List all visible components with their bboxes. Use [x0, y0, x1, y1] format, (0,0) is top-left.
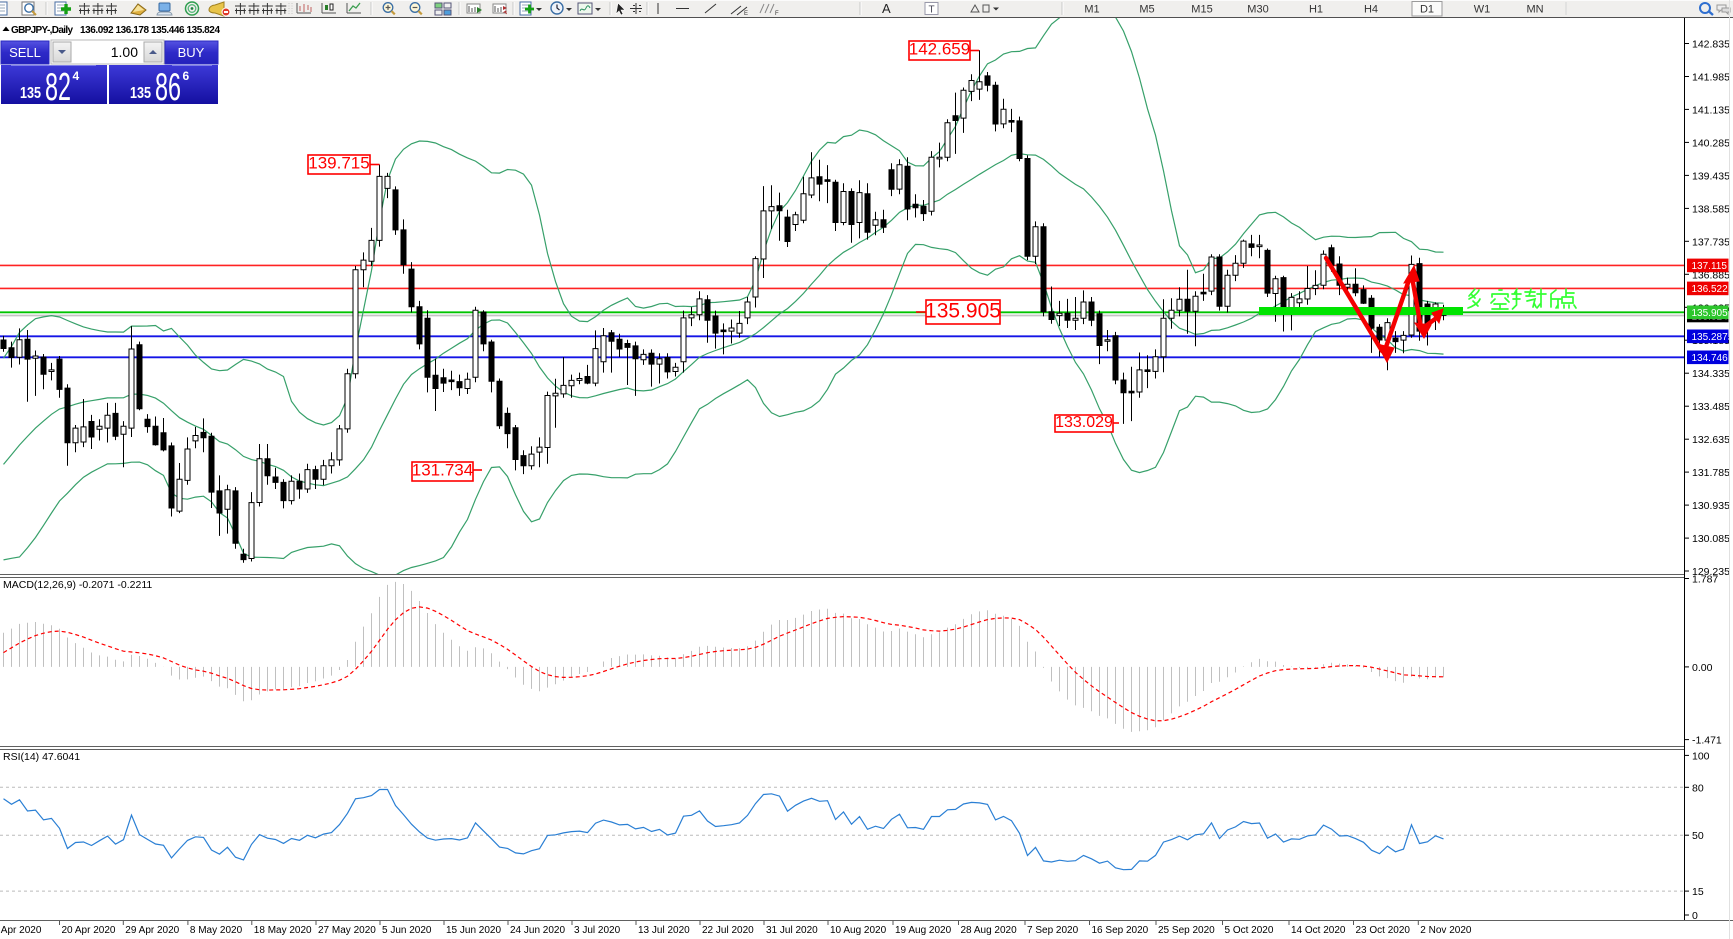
svg-text:13 Jul 2020: 13 Jul 2020 [638, 925, 690, 936]
svg-text:135: 135 [20, 85, 41, 102]
svg-text:F: F [775, 11, 779, 17]
svg-text:130.935: 130.935 [1692, 500, 1730, 512]
svg-text:142.835: 142.835 [1692, 39, 1730, 51]
svg-text:31 Jul 2020: 31 Jul 2020 [766, 925, 818, 936]
svg-text:H1: H1 [1309, 4, 1323, 16]
svg-text:86: 86 [155, 66, 181, 109]
svg-text:18 May 2020: 18 May 2020 [254, 925, 312, 936]
svg-text:133.485: 133.485 [1692, 401, 1730, 413]
svg-text:3 Jul 2020: 3 Jul 2020 [574, 925, 621, 936]
svg-text:2 Nov 2020: 2 Nov 2020 [1420, 925, 1472, 936]
svg-text:27 May 2020: 27 May 2020 [318, 925, 376, 936]
svg-text:M5: M5 [1139, 4, 1154, 16]
svg-text:GBPJPY-,Daily: GBPJPY-,Daily [11, 25, 73, 36]
svg-text:M1: M1 [1084, 4, 1099, 16]
svg-text:4: 4 [73, 69, 80, 83]
svg-text:8 May 2020: 8 May 2020 [190, 925, 243, 936]
svg-text:135: 135 [130, 85, 151, 102]
svg-text:15: 15 [1692, 886, 1704, 898]
svg-text:5 Oct 2020: 5 Oct 2020 [1225, 925, 1274, 936]
svg-text:RSI(14) 47.6041: RSI(14) 47.6041 [3, 751, 80, 763]
svg-text:15 Jun 2020: 15 Jun 2020 [446, 925, 501, 936]
svg-text:138.585: 138.585 [1692, 203, 1730, 215]
svg-text:139.715: 139.715 [308, 154, 369, 173]
svg-text:M30: M30 [1247, 4, 1268, 16]
svg-text:137.115: 137.115 [1692, 261, 1728, 272]
svg-text:140.285: 140.285 [1692, 137, 1730, 149]
svg-text:135.905: 135.905 [1692, 308, 1729, 319]
svg-text:M15: M15 [1191, 4, 1212, 16]
svg-text:BUY: BUY [178, 45, 205, 60]
svg-text:0: 0 [1692, 910, 1698, 922]
svg-text:7 Sep 2020: 7 Sep 2020 [1027, 925, 1079, 936]
svg-text:133.029: 133.029 [1055, 414, 1113, 431]
svg-text:82: 82 [45, 66, 71, 109]
svg-text:19 Aug 2020: 19 Aug 2020 [895, 925, 952, 936]
svg-text:136.092 136.178 135.446 135.82: 136.092 136.178 135.446 135.824 [80, 25, 220, 36]
svg-text:129.235: 129.235 [1692, 566, 1730, 578]
svg-text:6: 6 [183, 69, 190, 83]
svg-text:25 Sep 2020: 25 Sep 2020 [1158, 925, 1215, 936]
svg-text:5 Jun 2020: 5 Jun 2020 [382, 925, 432, 936]
svg-text:131.734: 131.734 [412, 461, 473, 480]
svg-text:139.435: 139.435 [1692, 170, 1730, 182]
svg-text:29 Apr 2020: 29 Apr 2020 [125, 925, 179, 936]
svg-text:132.635: 132.635 [1692, 434, 1730, 446]
svg-text:0.00: 0.00 [1692, 662, 1713, 674]
svg-text:141.135: 141.135 [1692, 104, 1730, 116]
svg-text:E: E [744, 11, 748, 17]
svg-text:131.785: 131.785 [1692, 467, 1730, 479]
svg-text:W1: W1 [1474, 4, 1491, 16]
svg-text:135.287: 135.287 [1692, 332, 1729, 343]
svg-text:23 Oct 2020: 23 Oct 2020 [1356, 925, 1411, 936]
svg-text:137.735: 137.735 [1692, 236, 1730, 248]
svg-text:136.885: 136.885 [1692, 269, 1730, 281]
svg-text:22 Jul 2020: 22 Jul 2020 [702, 925, 754, 936]
svg-text:A: A [882, 1, 891, 16]
svg-text:MACD(12,26,9) -0.2071 -0.2211: MACD(12,26,9) -0.2071 -0.2211 [3, 579, 152, 591]
svg-text:1.787: 1.787 [1692, 574, 1718, 586]
svg-text:100: 100 [1692, 750, 1710, 762]
svg-text:80: 80 [1692, 782, 1704, 794]
svg-text:16 Sep 2020: 16 Sep 2020 [1092, 925, 1149, 936]
svg-text:135.905: 135.905 [925, 299, 1001, 322]
svg-text:20 Apr 2020: 20 Apr 2020 [62, 925, 116, 936]
svg-text:134.746: 134.746 [1692, 353, 1729, 364]
svg-text:24 Jun 2020: 24 Jun 2020 [510, 925, 565, 936]
svg-text:H4: H4 [1364, 4, 1378, 16]
svg-text:D1: D1 [1420, 4, 1434, 16]
svg-text:14 Oct 2020: 14 Oct 2020 [1291, 925, 1346, 936]
svg-text:142.659: 142.659 [909, 40, 970, 59]
svg-text:SELL: SELL [9, 45, 41, 60]
svg-text:10 Aug 2020: 10 Aug 2020 [830, 925, 887, 936]
svg-text:28 Aug 2020: 28 Aug 2020 [961, 925, 1018, 936]
svg-text:141.985: 141.985 [1692, 72, 1730, 84]
svg-text:1.00: 1.00 [111, 44, 138, 60]
svg-text:136.522: 136.522 [1692, 284, 1729, 295]
svg-text:-1.471: -1.471 [1692, 735, 1722, 747]
svg-text:9 Apr 2020: 9 Apr 2020 [0, 925, 42, 936]
svg-text:130.085: 130.085 [1692, 533, 1730, 545]
svg-text:134.335: 134.335 [1692, 368, 1730, 380]
svg-text:T: T [929, 5, 935, 16]
svg-text:50: 50 [1692, 830, 1704, 842]
svg-text:MN: MN [1526, 4, 1543, 16]
